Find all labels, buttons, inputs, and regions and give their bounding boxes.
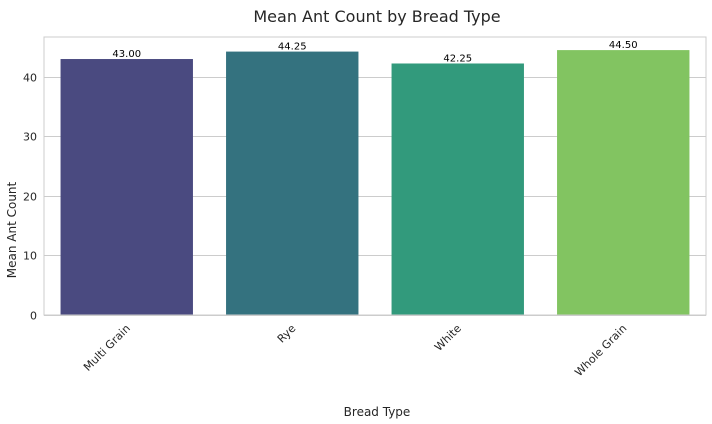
x-tick-label: White (432, 322, 464, 354)
bar-value-labels: 43.00 44.25 42.25 44.50 (112, 40, 637, 64)
bar-value-label: 43.00 (112, 49, 141, 60)
bar (60, 59, 193, 315)
x-tick-label: Whole Grain (572, 322, 629, 379)
y-tick-label: 40 (23, 72, 37, 85)
y-tick-label: 30 (23, 131, 37, 144)
y-axis-label: Mean Ant Count (5, 181, 19, 278)
x-tick-labels: Multi Grain Rye White Whole Grain (81, 322, 629, 379)
chart-title: Mean Ant Count by Bread Type (253, 7, 500, 26)
bar-value-label: 44.50 (609, 40, 638, 51)
bar (391, 63, 524, 316)
bar (557, 50, 690, 315)
y-tick-labels: 0 10 20 30 40 (23, 72, 37, 323)
y-tick-label: 10 (23, 250, 37, 263)
y-tick-label: 20 (23, 191, 37, 204)
y-tick-label: 0 (30, 310, 37, 323)
bar-value-label: 42.25 (443, 53, 472, 64)
bar (226, 51, 359, 315)
x-tick-label: Multi Grain (81, 322, 133, 374)
plot-frame (43, 36, 707, 316)
x-axis-label: Bread Type (344, 405, 411, 419)
bar-value-label: 44.25 (278, 42, 307, 53)
bars (60, 50, 690, 316)
x-tick-label: Rye (275, 322, 299, 346)
